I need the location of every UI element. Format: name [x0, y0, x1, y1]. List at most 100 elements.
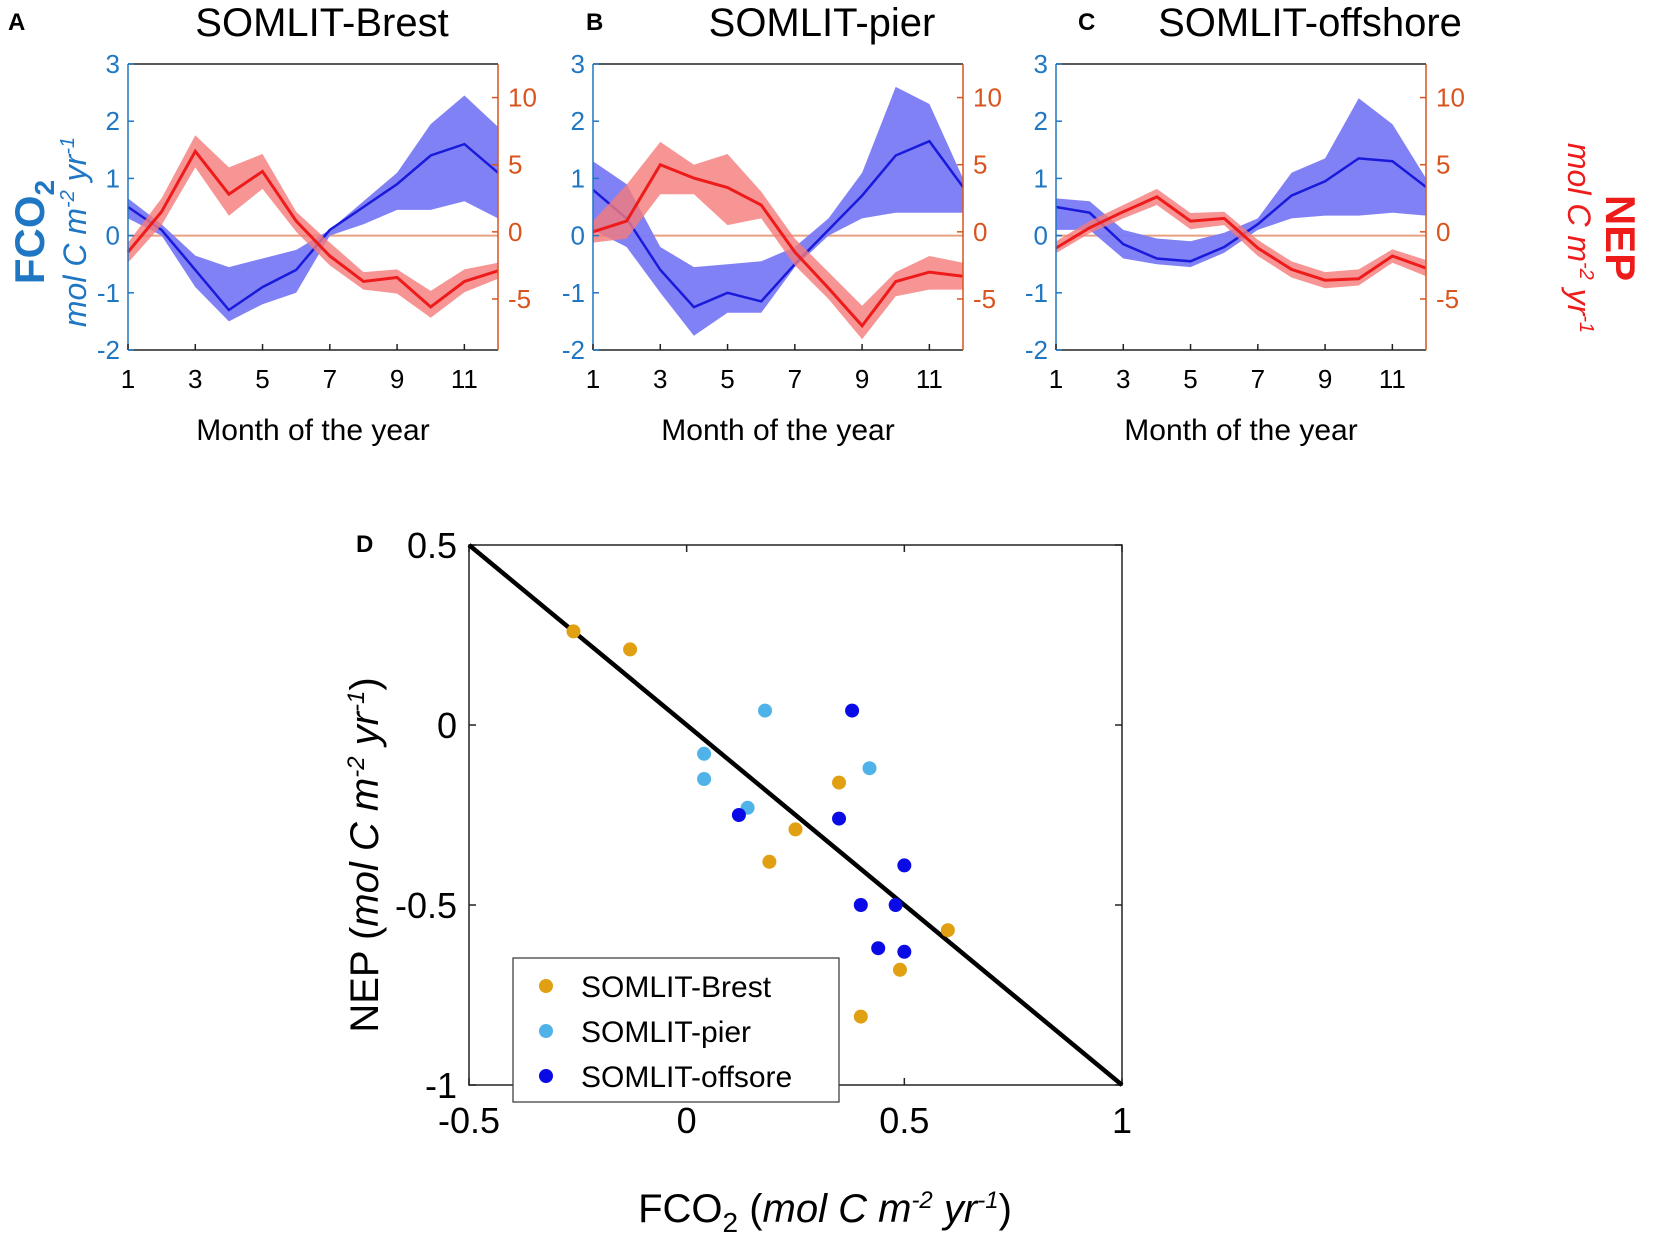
panel-a-ytick-left-label: -1 [97, 278, 120, 308]
panel-d-point-offshore [853, 898, 868, 912]
panel-c-ytick-right-label: 0 [1436, 217, 1450, 247]
panel-a-ytick-right-label: 0 [508, 217, 522, 247]
panel-c-xtick-label: 7 [1251, 364, 1265, 394]
svg-text:NEP (mol C m-2 yr-1): NEP (mol C m-2 yr-1) [343, 677, 387, 1032]
panel-c-xtick-label: 11 [1379, 364, 1406, 394]
panel-d-point-brest [762, 854, 777, 869]
svg-text:FCO2: FCO2 [6, 180, 60, 284]
panel-c-ytick-left-label: 2 [1034, 106, 1048, 136]
panel-d-point-offshore [871, 941, 886, 956]
panel-c-ytick-left-label: 1 [1034, 163, 1048, 193]
panel-b-ytick-left-label: -2 [562, 335, 585, 365]
fco2-label-main: FCO [6, 195, 53, 284]
panel-d-point-brest [892, 962, 907, 977]
panel-d-ytick-label: 0 [437, 705, 457, 746]
fco2-label-sub: 2 [29, 180, 60, 196]
panel-a-ytick-right-label: 5 [508, 150, 522, 180]
panel-b-ytick-left-label: 2 [571, 106, 585, 136]
right-axis-label: NEP [1597, 195, 1644, 281]
panel-letter-d: D [356, 531, 373, 558]
panel-c-xtick-label: 1 [1049, 364, 1063, 394]
panel-d-point-pier [697, 772, 712, 786]
panel-c-ytick-left-label: -1 [1025, 278, 1048, 308]
panel-d-ytick-label: 0.5 [407, 525, 457, 566]
panel-a-xtick-label: 7 [323, 364, 337, 394]
panel-c-nep-band [1056, 188, 1426, 289]
left-axis-label: FCO2 [6, 180, 60, 284]
panel-b-ytick-left-label: 3 [571, 49, 585, 79]
panel-b-fco2-band [593, 86, 963, 336]
panel-d-point-brest [566, 624, 581, 639]
panel-b-title: SOMLIT-pier [709, 1, 936, 45]
panel-c-xtick-label: 3 [1116, 364, 1130, 394]
panel-a-xtick-label: 1 [121, 364, 135, 394]
panel-d-point-pier [758, 703, 773, 718]
panel-b-ytick-left-label: -1 [562, 278, 585, 308]
panel-d-point-offshore [832, 811, 847, 826]
panel-c-ytick-left-label: -2 [1025, 335, 1048, 365]
panel-c-title: SOMLIT-offshore [1158, 1, 1462, 45]
panel-d-legend-label-pier: SOMLIT-pier [581, 1016, 751, 1049]
panel-d-point-offshore [897, 858, 912, 873]
panel-d-xtick-label: 1 [1112, 1100, 1132, 1141]
svg-text:FCO2 (mol C m-2 yr-1): FCO2 (mol C m-2 yr-1) [638, 1187, 1012, 1238]
panel-c-ytick-right-label: 10 [1436, 83, 1465, 113]
panel-b-nep-band [593, 141, 963, 340]
panel-a-ytick-left-label: 2 [106, 106, 120, 136]
panel-b-xtick-label: 11 [916, 364, 943, 394]
panel-d-xtick-label: 0 [677, 1100, 697, 1141]
panel-d-point-brest [853, 1009, 868, 1024]
panel-b-xlabel: Month of the year [661, 414, 894, 447]
panel-a-xtick-label: 9 [390, 364, 404, 394]
panel-letter-b: B [586, 9, 603, 36]
panel-a-nep-band [128, 135, 498, 318]
svg-text:mol C m-2 yr-1: mol C m-2 yr-1 [57, 137, 93, 327]
panel-d-point-offshore [845, 703, 860, 718]
panel-d-xtick-label: -0.5 [438, 1100, 500, 1141]
panel-d-ylabel: NEP (mol C m-2 yr-1) [343, 677, 387, 1032]
panel-d-point-brest [788, 822, 803, 837]
panel-b-xtick-label: 5 [720, 364, 734, 394]
panel-b-fco2-line [592, 139, 965, 309]
nep-label-main: NEP [1597, 195, 1644, 281]
panel-b-ytick-right-label: 0 [973, 217, 987, 247]
panel-a-ytick-left-label: 1 [106, 163, 120, 193]
panel-c-nep-line [1055, 195, 1427, 282]
panel-c-ytick-left-label: 0 [1034, 221, 1048, 251]
panel-a-xlabel: Month of the year [196, 414, 429, 447]
panel-letter-c: C [1078, 9, 1095, 36]
panel-d-point-offshore [888, 898, 903, 912]
panel-a-fco2-band [128, 95, 498, 322]
right-axis-units: mol C m-2 yr-1 [1561, 143, 1597, 333]
panel-a-nep-line [126, 148, 499, 309]
panel-letter-a: A [8, 9, 25, 36]
panel-d-point-brest [940, 923, 955, 938]
panel-d-legend-label-brest: SOMLIT-Brest [581, 971, 772, 1004]
panel-d-legend-label-offshore: SOMLIT-offsore [581, 1061, 792, 1094]
panel-c-ytick-left-label: 3 [1034, 49, 1048, 79]
panel-d-point-pier [862, 761, 877, 776]
panel-d-xlabel: FCO2 (mol C m-2 yr-1) [638, 1187, 1012, 1238]
panel-d-xtick-label: 0.5 [879, 1100, 929, 1141]
panel-c-ytick-right-label: 5 [1436, 150, 1450, 180]
panel-c-ytick-right-label: -5 [1436, 284, 1459, 314]
panel-b-xtick-label: 9 [855, 364, 869, 394]
panel-a-fco2-line [127, 142, 499, 312]
panel-c-xtick-label: 5 [1183, 364, 1197, 394]
panel-d-ytick-label: -0.5 [395, 885, 457, 926]
panel-d-point-offshore [731, 808, 746, 822]
svg-text:mol C m-2 yr-1: mol C m-2 yr-1 [1561, 143, 1597, 333]
panel-b-xtick-label: 1 [586, 364, 600, 394]
panel-b-ytick-left-label: 1 [571, 163, 585, 193]
left-axis-units: mol C m-2 yr-1 [57, 137, 93, 327]
panel-c-xtick-label: 9 [1318, 364, 1332, 394]
panel-c-fco2-band [1056, 98, 1426, 268]
panel-d-legend-marker-offshore [539, 1069, 553, 1083]
panel-d-legend-marker-pier [539, 1024, 553, 1038]
panel-a-xtick-label: 11 [451, 364, 478, 394]
panel-a-ytick-right-label: -5 [508, 284, 531, 314]
panel-d-point-offshore [897, 944, 912, 959]
panel-b-ytick-right-label: -5 [973, 284, 996, 314]
